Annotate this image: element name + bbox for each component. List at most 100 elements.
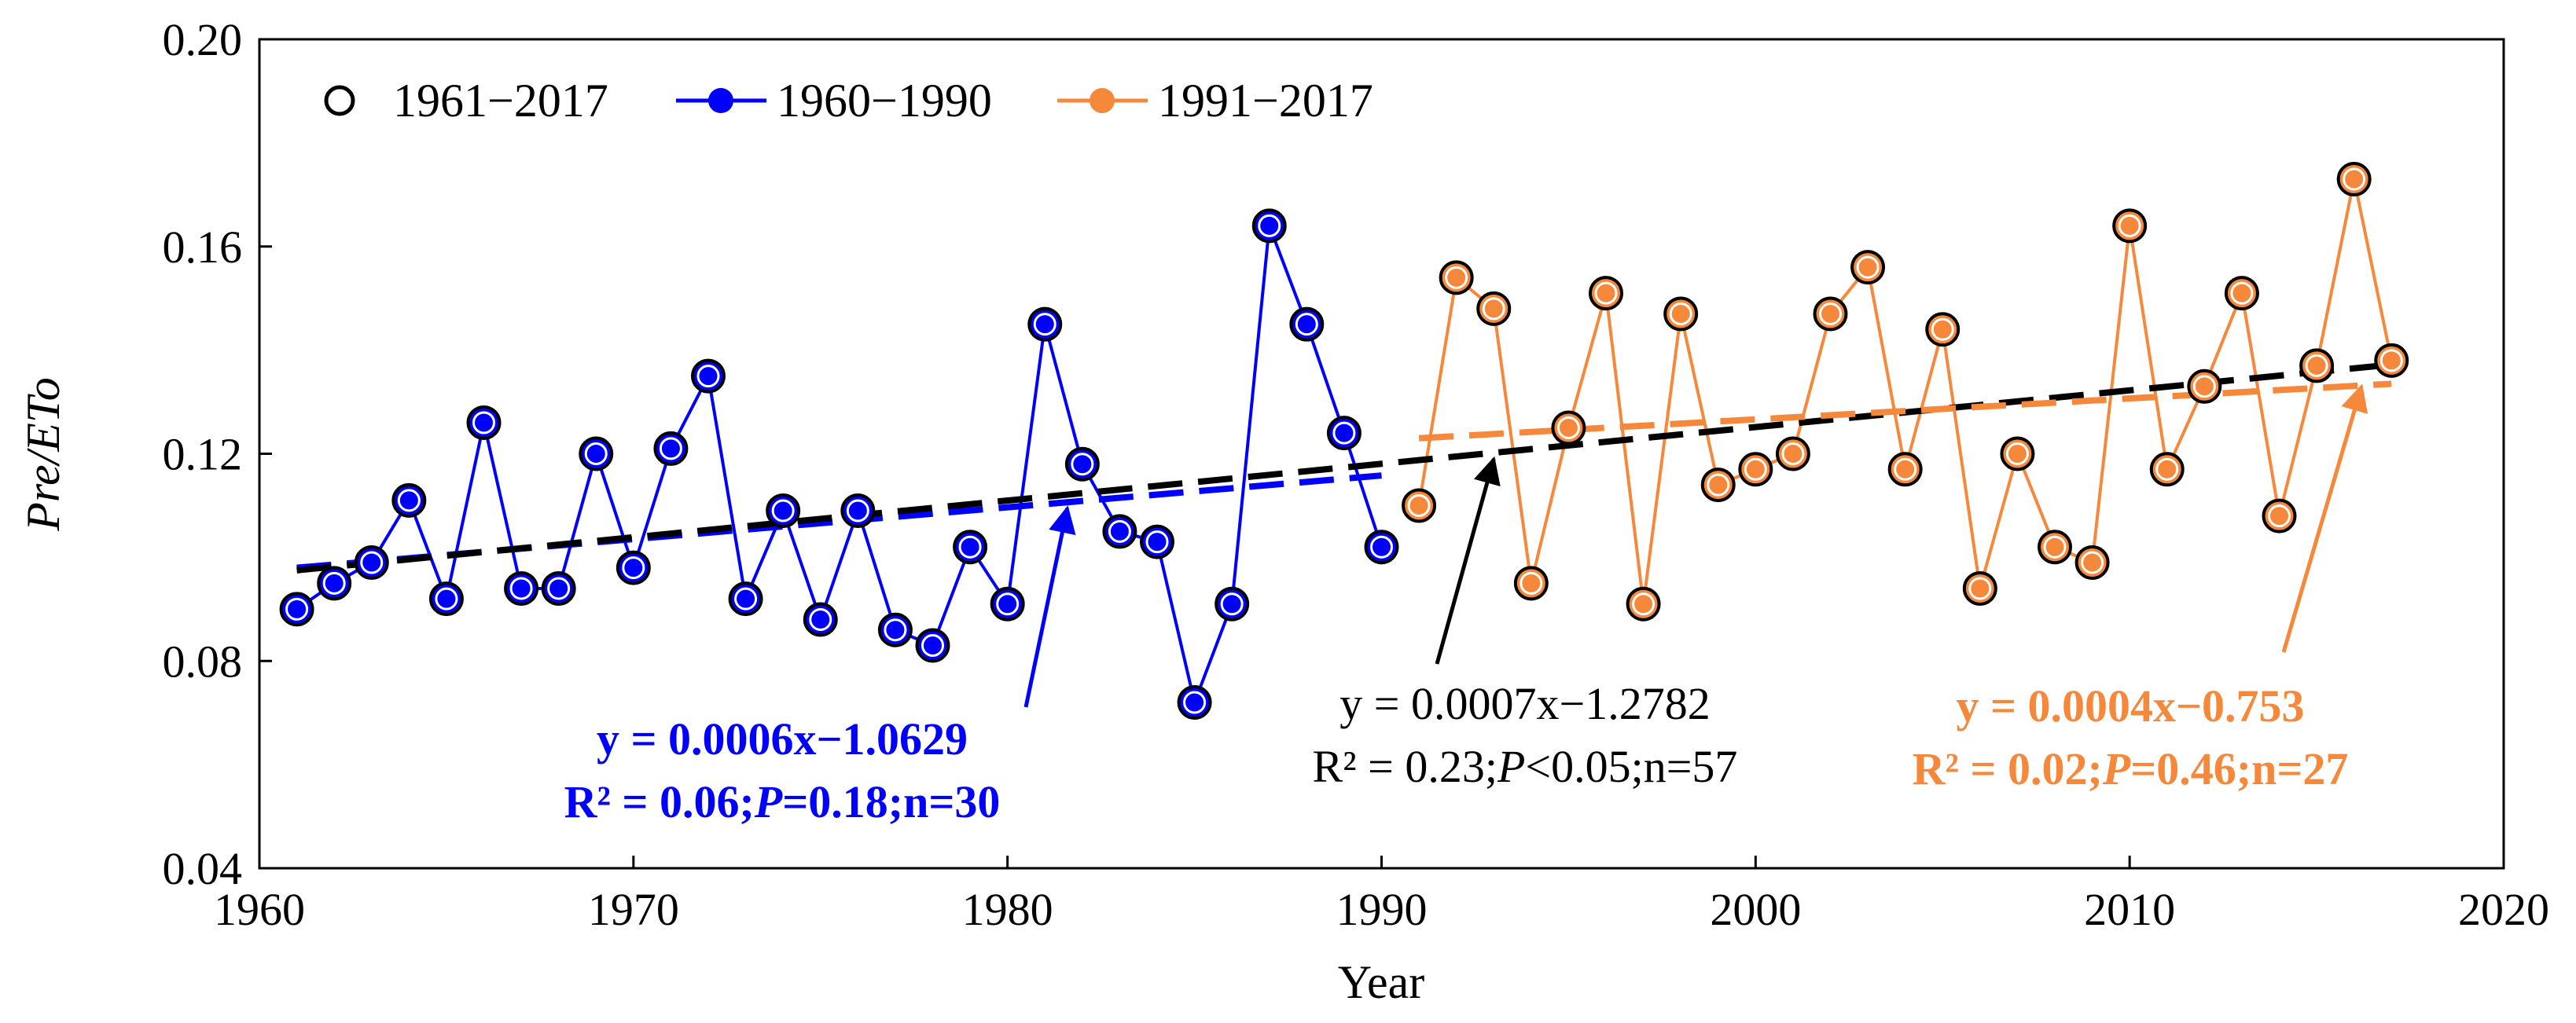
data-point-inner [360, 551, 384, 574]
y-tick-label: 0.20 [163, 14, 243, 65]
data-point-inner [2005, 442, 2029, 465]
x-axis-title: Year [1338, 956, 1425, 1008]
annotation-stats-part: R² = 0.23; [1313, 741, 1497, 792]
annotation-equation: y = 0.0006x−1.0629 [597, 713, 968, 764]
data-point-inner [1931, 317, 1954, 341]
y-tick-label: 0.16 [163, 222, 243, 273]
legend-blue-dot [708, 88, 733, 113]
annotation-stats: R² = 0.23;P<0.05;n=57 [1313, 741, 1738, 792]
data-point-inner [1445, 266, 1468, 289]
y-axis-title: Pre/ETo [17, 377, 69, 532]
data-point-inner [2305, 354, 2328, 377]
data-point-inner [2081, 551, 2104, 574]
data-point-inner [1183, 691, 1207, 714]
data-point-inner [1220, 592, 1244, 616]
data-point-inner [771, 499, 795, 522]
annotation-stats: R² = 0.02;P=0.46;n=27 [1913, 743, 2349, 794]
data-point-inner [1556, 416, 1580, 440]
annotation-stats-part: =0.18;n=30 [782, 776, 1000, 827]
data-point-inner [884, 618, 907, 642]
data-point-inner [1894, 457, 1917, 481]
data-point-inner [1071, 453, 1094, 476]
data-point-inner [2230, 281, 2254, 305]
legend-open-circle-marker [324, 85, 355, 116]
x-tick-label: 1990 [1336, 884, 1428, 935]
legend: 1961−2017 1960−1990 1991−2017 [324, 75, 1373, 126]
annotation-stats-part: R² = 0.06; [564, 776, 755, 827]
legend-label-all: 1961−2017 [393, 75, 608, 126]
data-point-inner [2118, 214, 2141, 237]
annotation-equation: y = 0.0004x−0.753 [1956, 680, 2304, 732]
data-point-inner [2343, 167, 2366, 191]
trend-line [296, 361, 2392, 574]
data-point-inner [659, 437, 682, 460]
annotation-stats-part: P [1497, 741, 1525, 792]
data-point-inner [2155, 457, 2179, 481]
annotation-orange: y = 0.0004x−0.753 R² = 0.02;P=0.46;n=27 [1913, 383, 2368, 794]
data-point-inner [921, 633, 944, 657]
data-point-inner [846, 499, 869, 522]
data-point-inner [1707, 473, 1730, 497]
data-point-inner [509, 577, 533, 600]
x-tick-label: 1980 [962, 884, 1053, 935]
data-point-inner [1258, 214, 1281, 237]
data-point-inner [2379, 349, 2403, 372]
data-point-inner [397, 489, 421, 512]
data-point-inner [1819, 302, 1842, 325]
data-point-inner [1370, 535, 1393, 559]
x-tick-label: 1970 [588, 884, 679, 935]
data-point-inner [696, 365, 720, 388]
annotation-stats-part: P [754, 776, 783, 827]
annotation-black: y = 0.0007x−1.2782 R² = 0.23;P<0.05;n=57 [1313, 456, 1738, 792]
annotation-blue: y = 0.0006x−1.0629 R² = 0.06;P=0.18;n=30 [564, 505, 1076, 827]
annotation-arrow [2281, 383, 2368, 653]
data-point-inner [1295, 313, 1318, 336]
data-point-inner [472, 411, 495, 434]
data-point-inner [1594, 281, 1618, 305]
data-point-inner [1669, 302, 1692, 325]
legend-label-late: 1991−2017 [1158, 75, 1373, 126]
data-point-inner [1520, 571, 1543, 595]
legend-label-early: 1960−1990 [777, 75, 992, 126]
data-point-inner [622, 556, 645, 580]
x-tick-label: 1960 [214, 884, 305, 935]
data-point-inner [322, 571, 346, 595]
annotation-arrow [1435, 456, 1501, 665]
x-tick-label: 2010 [2084, 884, 2175, 935]
series-line-early [296, 224, 1384, 704]
y-tick-label: 0.04 [163, 843, 243, 894]
annotation-stats-part: P [2102, 743, 2131, 794]
data-point-inner [2043, 535, 2067, 559]
data-point-inner [1033, 313, 1056, 336]
data-point-inner [1482, 297, 1505, 321]
data-point-inner [734, 587, 758, 610]
data-point-inner [1744, 457, 1767, 481]
annotation-stats-part: R² = 0.02; [1913, 743, 2103, 794]
annotation-stats: R² = 0.06;P=0.18;n=30 [564, 776, 1001, 827]
annotation-equation: y = 0.0007x−1.2782 [1339, 678, 1710, 729]
data-point-inner [547, 577, 571, 600]
trend-lines [296, 361, 2392, 574]
annotation-arrow [1023, 505, 1076, 708]
x-tick-label: 2000 [1710, 884, 1801, 935]
annotation-stats-part: =0.46;n=27 [2130, 743, 2348, 794]
data-point-inner [996, 592, 1020, 616]
y-tick-label: 0.12 [163, 429, 243, 480]
axes: 1960 1970 1980 1990 2000 2010 2020 0.04 0.08 0.12… [163, 14, 2550, 935]
data-point-inner [1407, 493, 1431, 517]
data-point-inner [958, 535, 982, 559]
data-point-inner [1108, 519, 1131, 543]
data-point-inner [1856, 255, 1880, 279]
legend-orange-dot [1090, 88, 1115, 113]
data-point-inner [285, 597, 309, 621]
data-point-inner [1332, 421, 1356, 445]
data-point-inner [1968, 577, 1992, 600]
data-point-inner [435, 587, 458, 610]
data-point-inner [584, 442, 608, 465]
data-point-inner [1781, 442, 1805, 465]
x-tick-label: 2020 [2458, 884, 2549, 935]
annotation-stats-part: <0.05;n=57 [1525, 741, 1737, 792]
data-point-inner [2268, 504, 2291, 528]
